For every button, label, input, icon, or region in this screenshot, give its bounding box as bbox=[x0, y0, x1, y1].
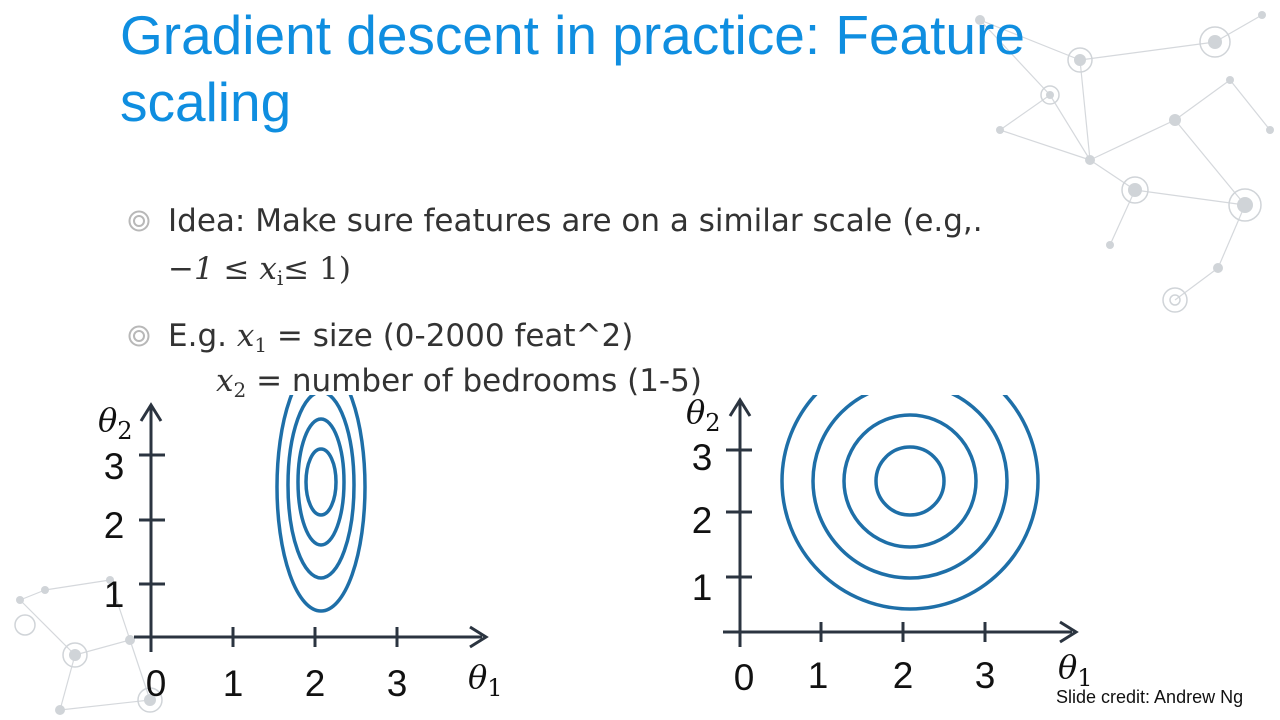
contour-ring-3 bbox=[811, 395, 1009, 580]
axes-left bbox=[134, 402, 489, 652]
x-tick-1: 1 bbox=[223, 663, 244, 704]
x-tick-labels-left: 0 1 2 3 bbox=[146, 663, 408, 704]
contour-ring-1 bbox=[304, 447, 338, 517]
x-tick-0: 0 bbox=[734, 657, 755, 698]
bullet-idea-math: −1 ≤ xi≤ 1) bbox=[168, 246, 1128, 301]
x-axis-symbol: θ bbox=[468, 658, 487, 696]
y-tick-labels-left: 1 2 3 bbox=[104, 446, 125, 615]
bullet-example-second-line: x2 = number of bedrooms (1-5) bbox=[216, 356, 702, 415]
y-axis-label-left: θ2 bbox=[98, 401, 133, 445]
contour-plot-right: 0 1 2 3 1 2 3 θ2 θ1 bbox=[686, 395, 1093, 698]
y-tick-1: 1 bbox=[104, 574, 125, 615]
y-tick-2: 2 bbox=[104, 505, 125, 546]
concentric-circle-bullet-icon bbox=[128, 210, 150, 232]
bullet-example-rest: = size (0-2000 feat^2) bbox=[267, 318, 634, 354]
concentric-circle-bullet-icon bbox=[128, 325, 150, 347]
math-var: x bbox=[259, 251, 277, 287]
bullet-idea-text: Idea: Make sure features are on a simila… bbox=[168, 203, 983, 239]
x-axis-label-right: θ1 bbox=[1058, 648, 1093, 692]
slide-credit: Slide credit: Andrew Ng bbox=[1056, 687, 1244, 707]
x-axis-sub: 1 bbox=[1077, 664, 1092, 692]
slide-title: Gradient descent in practice: Feature sc… bbox=[120, 4, 1025, 133]
x-axis-sub: 1 bbox=[487, 674, 502, 702]
sub-line-sub: 2 bbox=[233, 378, 247, 402]
bullet-example-var: x bbox=[236, 318, 255, 354]
x-tick-2: 2 bbox=[893, 655, 914, 696]
bullet-example-lead: E.g. bbox=[168, 318, 237, 354]
math-sub: i bbox=[276, 266, 284, 290]
y-axis-label-right: θ2 bbox=[686, 395, 721, 437]
contour-ring-3 bbox=[286, 395, 356, 580]
y-tick-labels-right: 1 2 3 bbox=[692, 437, 713, 608]
y-axis-sub: 2 bbox=[117, 417, 132, 445]
math-suffix: ≤ 1) bbox=[283, 251, 351, 287]
contours-right bbox=[780, 395, 1040, 611]
sub-line-rest: = number of bedrooms (1-5) bbox=[246, 363, 702, 399]
bullet-list: Idea: Make sure features are on a simila… bbox=[128, 196, 1128, 370]
x-axis-label-left: θ1 bbox=[468, 658, 503, 702]
x-tick-3: 3 bbox=[975, 655, 996, 696]
contour-plot-left: 0 1 2 3 1 2 3 θ2 θ1 bbox=[98, 395, 503, 704]
y-axis-symbol: θ bbox=[686, 395, 705, 431]
x-tick-0: 0 bbox=[146, 663, 167, 704]
x-tick-2: 2 bbox=[305, 663, 326, 704]
bullet-example-sub: 1 bbox=[254, 333, 268, 357]
x-tick-1: 1 bbox=[808, 655, 829, 696]
x-axis-symbol: θ bbox=[1058, 648, 1077, 686]
bullet-example: E.g. x1 = size (0-2000 feat^2) bbox=[128, 311, 1128, 370]
y-tick-3: 3 bbox=[692, 437, 713, 478]
x-tick-labels-right: 0 1 2 3 bbox=[734, 655, 996, 698]
math-prefix: −1 ≤ bbox=[168, 251, 260, 287]
contour-ring-2 bbox=[842, 413, 978, 549]
bullet-idea: Idea: Make sure features are on a simila… bbox=[128, 196, 1128, 301]
network-decoration-top-right bbox=[975, 11, 1274, 313]
y-axis-symbol: θ bbox=[98, 401, 117, 439]
contours-left bbox=[275, 395, 367, 613]
contour-ring-4 bbox=[275, 395, 367, 613]
contour-ring-4 bbox=[780, 395, 1040, 611]
contour-ring-2 bbox=[296, 417, 346, 547]
contour-ring-1 bbox=[874, 445, 946, 517]
y-tick-3: 3 bbox=[104, 446, 125, 487]
y-tick-1: 1 bbox=[692, 567, 713, 608]
sub-line-var: x bbox=[216, 363, 234, 399]
y-axis-sub: 2 bbox=[705, 409, 720, 437]
network-decoration-bottom-left bbox=[14, 576, 163, 715]
y-tick-2: 2 bbox=[692, 500, 713, 541]
axes-right bbox=[723, 397, 1079, 647]
x-tick-3: 3 bbox=[387, 663, 408, 704]
